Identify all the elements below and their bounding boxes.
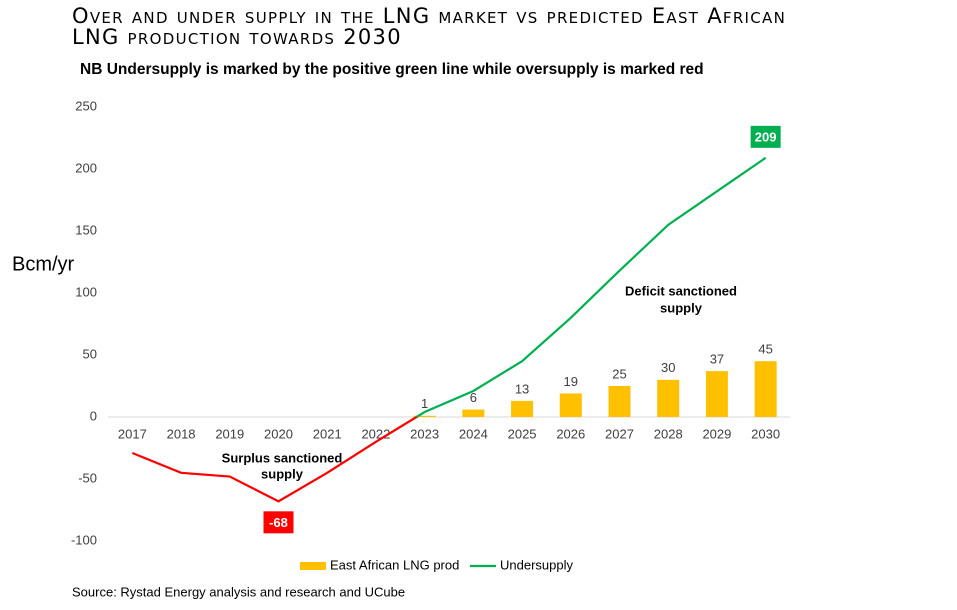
x-tick-label: 2028: [654, 426, 683, 441]
x-tick-label: 2027: [605, 426, 634, 441]
legend-swatch: [300, 562, 326, 570]
y-tick-label: 50: [83, 346, 97, 361]
data-label-box: [263, 511, 294, 534]
source: Source: Rystad Energy analysis and resea…: [72, 584, 405, 599]
y-tick-label: 100: [75, 284, 97, 299]
bar: [608, 386, 631, 417]
line-value-label: 209: [755, 129, 777, 144]
x-tick-label: 2025: [508, 426, 537, 441]
annotation: Surplus sanctioned: [222, 450, 343, 465]
y-tick-label: 0: [90, 408, 97, 423]
bar: [559, 393, 582, 417]
x-tick-label: 2020: [264, 426, 293, 441]
bar-value-label: 30: [661, 360, 675, 375]
bar-value-label: 45: [758, 342, 772, 357]
bar-value-label: 25: [612, 366, 626, 381]
annotation: supply: [261, 466, 304, 481]
bar: [462, 409, 485, 417]
chart-title: Over and under supply in the LNG market …: [72, 4, 787, 49]
y-tick-label: 150: [75, 222, 97, 237]
y-tick-label: 250: [75, 98, 97, 113]
bar-value-label: 1: [421, 396, 428, 411]
data-label-box: [750, 125, 781, 148]
x-tick-label: 2026: [556, 426, 585, 441]
bar: [657, 379, 680, 417]
y-tick-label: -100: [71, 532, 97, 547]
line-value-label: -68: [269, 515, 288, 530]
x-tick-label: 2030: [751, 426, 780, 441]
y-tick-label: -50: [78, 470, 97, 485]
x-tick-label: 2023: [410, 426, 439, 441]
legend-label: East African LNG prod: [330, 557, 459, 572]
x-tick-label: 2018: [167, 426, 196, 441]
x-tick-label: 2021: [313, 426, 342, 441]
bar-value-label: 37: [710, 352, 724, 367]
annotation: Deficit sanctioned: [625, 283, 737, 298]
x-tick-label: 2017: [118, 426, 147, 441]
legend-label: Undersupply: [500, 557, 573, 572]
bar-value-label: 6: [470, 390, 477, 405]
x-tick-label: 2022: [361, 426, 390, 441]
x-tick-label: 2024: [459, 426, 488, 441]
x-tick-label: 2029: [702, 426, 731, 441]
annotation: supply: [660, 300, 703, 315]
bar-value-label: 13: [515, 381, 529, 396]
bar-value-label: 19: [564, 374, 578, 389]
bar: [705, 371, 728, 417]
bar: [413, 415, 436, 417]
y-axis-label: Bcm/yr: [12, 253, 75, 275]
bar: [511, 400, 534, 417]
chart-subtitle: NB Undersupply is marked by the positive…: [80, 61, 704, 78]
y-tick-label: 200: [75, 160, 97, 175]
line: [131, 156, 767, 503]
x-tick-label: 2019: [215, 426, 244, 441]
bar: [754, 361, 777, 417]
